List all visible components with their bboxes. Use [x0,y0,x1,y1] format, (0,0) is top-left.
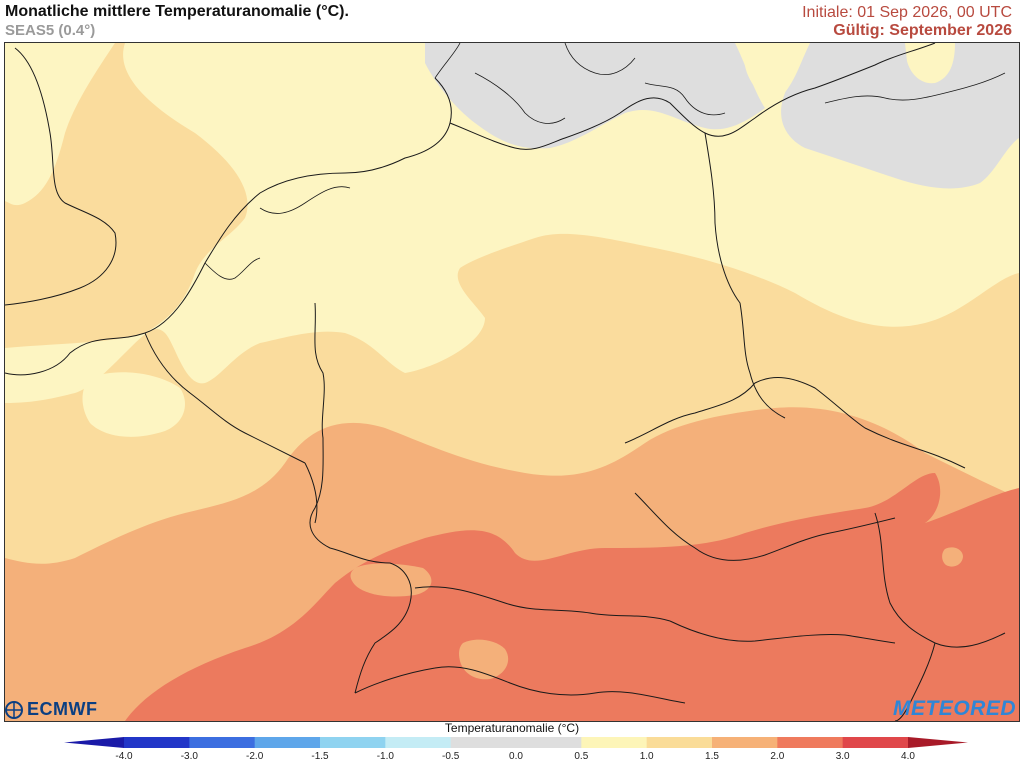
colorbar-tick-label: 1.5 [705,751,719,762]
colorbar-segment [450,737,517,748]
colorbar-tick-label: 1.0 [639,751,654,762]
colorbar-arrow-low [64,737,124,748]
band-0-5-1-0-nw [5,43,115,206]
band-2-0-3-0 [125,473,1019,721]
colorbar-tick-label: 0.5 [574,751,589,762]
colorbar-segment [646,737,713,748]
colorbar-tick-label: -4.0 [115,751,133,762]
map-svg [5,43,1019,721]
meteored-logo: METEORED [892,697,1016,720]
band-0-0-0-5-east [781,43,1019,189]
colorbar [64,737,968,748]
band-1-5-2-0-island-4 [28,587,49,603]
colorbar-arrow-high [908,737,968,748]
valid-time: Gültig: September 2026 [833,22,1012,39]
chart-title: Monatliche mittlere Temperaturanomalie (… [5,3,349,20]
band-0-5-1-0-west [82,372,185,437]
colorbar-tick-label: 0.0 [509,751,523,762]
colorbar-segment [842,737,909,748]
ecmwf-logo-text: ECMWF [27,699,98,719]
ecmwf-globe-icon [5,700,23,719]
border-lines [5,43,1006,721]
ecmwf-logo: ECMWF [4,699,97,720]
colorbar-tick-label: 3.0 [835,751,850,762]
colorbar-title: Temperaturanomalie (°C) [444,721,580,735]
colorbar-tick-label: -1.5 [311,751,329,762]
colorbar-segment [254,737,321,748]
anomaly-map [4,42,1020,722]
band-0-5-1-0-baltic-patch [905,43,955,84]
colorbar-tick-label: -0.5 [442,751,460,762]
band-1-5-2-0-island-3 [942,547,963,567]
colorbar-segment [712,737,778,748]
model-subtitle: SEAS5 (0.4°) [5,22,96,39]
init-time: Initiale: 01 Sep 2026, 00 UTC [802,4,1012,21]
colorbar-segment [581,737,648,748]
colorbar-segment [189,737,256,748]
colorbar-tick-label: -2.0 [246,751,264,762]
colorbar-tick-label: -3.0 [180,751,198,762]
colorbar-segment [124,737,190,748]
band-0-0-0-5 [425,43,765,149]
colorbar-segment [777,737,844,748]
band-0-5-1-0 [5,43,1019,403]
coast-details [204,43,1006,280]
colorbar-segment [320,737,386,748]
colorbar-tick-label: 4.0 [901,751,915,762]
band-0-5-1-0-northeast [743,43,810,99]
colorbar-segment [516,737,582,748]
colorbar-tick-label: -1.0 [376,751,394,762]
colorbar-segment [385,737,452,748]
colorbar-tick-label: 2.0 [770,751,785,762]
